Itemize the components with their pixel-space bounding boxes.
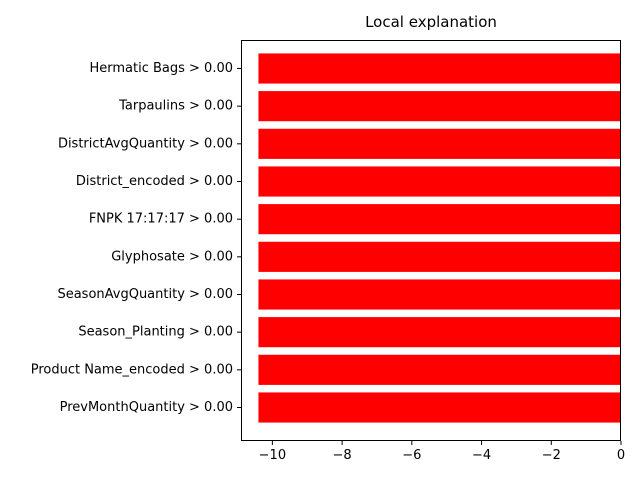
bar-9 [258,392,621,423]
x-tick-label-3: −4 [472,448,491,463]
y-tick-label-2: DistrictAvgQuantity > 0.00 [58,136,233,151]
x-tick-label-5: 0 [617,448,625,463]
y-axis-ticks: Hermatic Bags > 0.00 Tarpaulins > 0.00 Dis… [31,61,241,415]
y-tick-label-4: FNPK 17:17:17 > 0.00 [89,212,233,227]
y-tick-label-1: Tarpaulins > 0.00 [118,99,233,114]
bar-2 [258,128,621,159]
bar-4 [258,204,621,235]
x-tick-label-2: −6 [402,448,421,463]
bar-0 [258,53,621,84]
x-tick-label-4: −2 [542,448,561,463]
y-tick-label-7: Season_Planting > 0.00 [78,325,233,340]
y-tick-label-5: Glyphosate > 0.00 [111,249,233,264]
bar-1 [258,91,621,122]
bar-5 [258,241,621,272]
bar-8 [258,354,621,385]
y-tick-label-0: Hermatic Bags > 0.00 [89,61,233,76]
y-tick-label-9: PrevMonthQuantity > 0.00 [60,400,233,415]
x-tick-label-0: −10 [259,448,286,463]
y-tick-label-6: SeasonAvgQuantity > 0.00 [57,287,233,302]
y-tick-label-8: Product Name_encoded > 0.00 [31,362,233,377]
y-tick-label-3: District_encoded > 0.00 [76,174,233,189]
bar-6 [258,279,621,310]
plot-frame [241,40,621,441]
x-axis-ticks: −10 −8 −6 −4 −2 0 [259,441,625,463]
chart-title: Local explanation [365,13,497,31]
bars-group [258,53,621,423]
x-tick-label-1: −8 [333,448,352,463]
bar-3 [258,166,621,197]
bar-7 [258,317,621,348]
